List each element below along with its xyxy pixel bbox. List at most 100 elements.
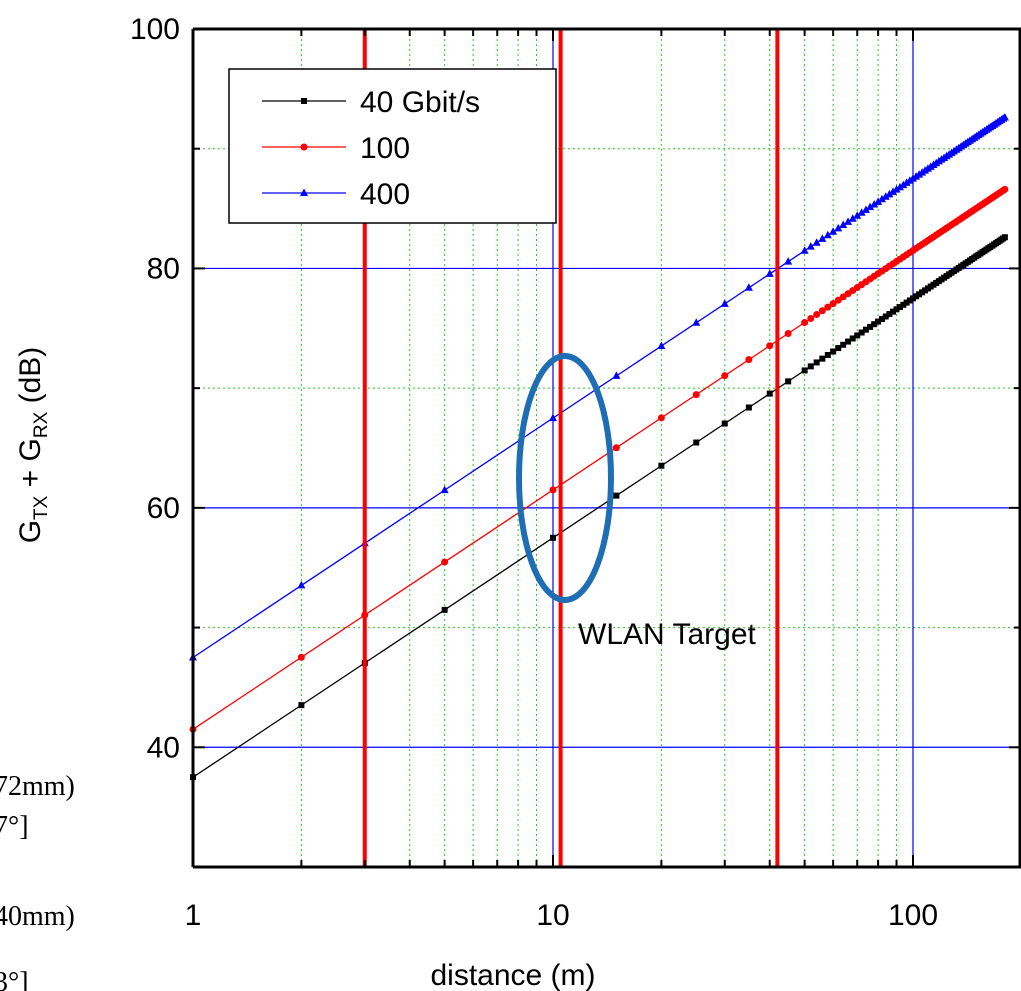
marker-square [854, 332, 861, 339]
legend-label: 100 [360, 132, 410, 165]
marker-square [830, 348, 837, 355]
marker-square [721, 420, 728, 427]
clipped-left-text: 72mm) 7°] 40mm) 3°] [0, 771, 75, 991]
marker-square [890, 308, 897, 315]
y-label-sub-tx: TX [31, 495, 52, 520]
marker-square [813, 359, 820, 366]
marker-circle [784, 330, 792, 338]
marker-triangle [895, 182, 904, 191]
legend: 40 Gbit/s 100 400 [228, 68, 557, 224]
marker-square [550, 534, 556, 541]
marker-triangle [744, 283, 753, 291]
marker-square [1001, 234, 1008, 241]
marker-square [301, 98, 307, 104]
marker-triangle [818, 234, 827, 242]
marker-circle [1001, 185, 1009, 193]
marker-triangle [829, 227, 838, 235]
marker-circle [745, 356, 753, 364]
marker-circle [612, 444, 620, 452]
marker-triangle [902, 178, 911, 186]
marker-square [886, 311, 893, 318]
marker-square [298, 702, 305, 709]
marker-square [785, 378, 792, 385]
marker-square [835, 345, 842, 352]
marker-triangle [877, 194, 886, 203]
marker-square [878, 315, 885, 322]
series-marker-group [189, 113, 1009, 661]
series-markers [189, 113, 1009, 781]
marker-triangle [866, 202, 875, 211]
x-tick-label: 10 [536, 899, 569, 932]
clipped-text-2: 7°] [0, 811, 29, 842]
marker-square [693, 439, 700, 446]
marker-circle [549, 486, 557, 494]
marker-circle [441, 558, 449, 566]
marker-square [824, 351, 831, 358]
y-label-plus: + [14, 461, 47, 495]
marker-circle [829, 300, 837, 308]
marker-triangle [892, 185, 901, 193]
marker-triangle [657, 341, 666, 349]
x-tick-label: 1 [185, 899, 202, 932]
wlan-target-label: WLAN Target [578, 618, 757, 651]
marker-triangle [297, 580, 306, 589]
y-label-g2: G [14, 438, 47, 461]
marker-square [845, 338, 852, 345]
marker-square [903, 299, 910, 306]
marker-triangle [800, 246, 809, 254]
minor-grid [193, 29, 1021, 867]
x-tick-label: 100 [888, 899, 938, 932]
marker-triangle [885, 189, 894, 198]
marker-triangle [874, 197, 883, 205]
marker-triangle [848, 214, 857, 222]
marker-square [840, 341, 847, 348]
marker-square [910, 295, 916, 302]
marker-circle [818, 307, 826, 315]
y-label-unit: (dB) [14, 347, 47, 412]
marker-triangle [853, 211, 862, 219]
y-axis-label: GTX + GRX (dB) [14, 347, 52, 544]
marker-circle [721, 372, 729, 380]
marker-square [913, 293, 920, 300]
clipped-text-1: 72mm) [0, 771, 75, 802]
marker-circle [801, 319, 809, 327]
marker-square [867, 323, 874, 330]
marker-triangle [861, 205, 870, 213]
marker-circle [657, 414, 665, 422]
marker-square [849, 335, 856, 342]
marker-triangle [440, 485, 449, 494]
y-tick-label: 100 [130, 13, 180, 46]
marker-triangle [549, 413, 557, 422]
marker-triangle [889, 187, 898, 195]
x-axis-label: distance (m) [430, 959, 595, 991]
marker-triangle [784, 257, 793, 265]
axis-ticks [192, 28, 1021, 868]
marker-triangle [612, 371, 621, 379]
legend-label: 40 Gbit/s [360, 86, 480, 119]
marker-circle [692, 391, 700, 399]
marker-square [766, 390, 773, 397]
marker-triangle [899, 180, 908, 189]
marker-triangle [834, 223, 843, 232]
marker-triangle [905, 176, 914, 184]
marker-square [875, 318, 882, 325]
y-tick-label: 60 [147, 492, 180, 525]
marker-triangle [823, 230, 832, 239]
marker-circle [824, 303, 832, 311]
marker-triangle [720, 299, 729, 307]
marker-triangle [839, 220, 848, 229]
marker-triangle [857, 208, 866, 216]
marker-circle [813, 311, 821, 319]
marker-square [893, 306, 900, 313]
y-tick-label: 40 [147, 731, 180, 764]
legend-label: 400 [360, 178, 410, 211]
marker-square [658, 462, 665, 469]
plot-frame [191, 27, 1021, 869]
marker-square [613, 492, 620, 499]
marker-triangle [881, 192, 890, 200]
marker-triangle [1000, 113, 1009, 121]
marker-circle [807, 314, 815, 322]
y-label-sub-rx: RX [31, 411, 52, 438]
marker-square [801, 367, 808, 374]
